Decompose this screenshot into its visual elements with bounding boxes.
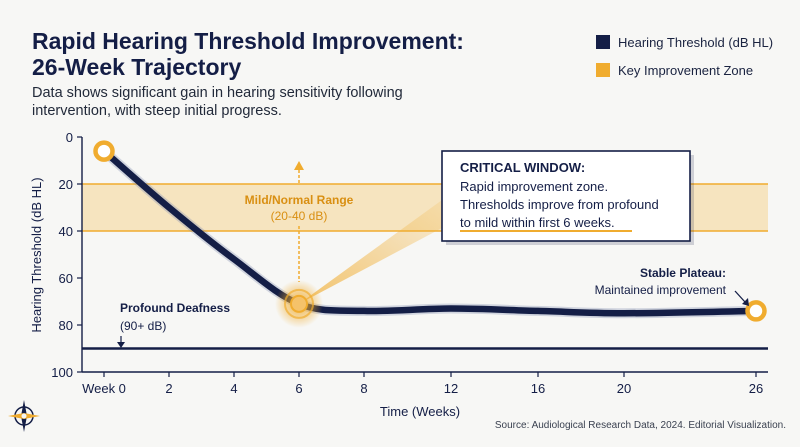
- profound-title: Profound Deafness: [120, 301, 230, 315]
- x-tick-label: Week 0: [82, 381, 126, 396]
- subtitle-line-2: intervention, with steep initial progres…: [32, 103, 282, 119]
- subtitle-line-1: Data shows significant gain in hearing s…: [32, 85, 403, 101]
- x-tick-label: 6: [295, 381, 302, 396]
- x-tick-label: 16: [531, 381, 545, 396]
- compass-logo-icon: [8, 400, 40, 432]
- plateau-subtitle: Maintained improvement: [595, 283, 727, 297]
- y-tick-label: 80: [59, 318, 73, 333]
- chart-title-line-1: Rapid Hearing Threshold Improvement:: [32, 28, 464, 54]
- critical-title: CRITICAL WINDOW:: [460, 160, 585, 175]
- critical-line-3: to mild within first 6 weeks.: [460, 215, 615, 230]
- legend-swatch-improvement-zone: [596, 63, 610, 77]
- chart-title: Rapid Hearing Threshold Improvement: 26-…: [32, 28, 512, 80]
- threshold-line: [100, 147, 760, 317]
- plateau-arrow-head: [742, 298, 749, 306]
- mild-range-title: Mild/Normal Range: [245, 193, 354, 207]
- critical-line-2: Thresholds improve from profound: [460, 197, 659, 212]
- legend-item-threshold: Hearing Threshold (dB HL): [596, 34, 773, 50]
- y-axis-label: Hearing Threshold (dB HL): [29, 177, 44, 332]
- mild-range-annotation: Mild/Normal Range (20-40 dB): [245, 161, 354, 223]
- plateau-title: Stable Plateau:: [640, 266, 726, 280]
- plateau-arrow: [734, 290, 746, 303]
- week-26-point: [745, 300, 767, 322]
- critical-box: [441, 150, 691, 242]
- x-tick-label: 26: [749, 381, 763, 396]
- critical-window-callout: CRITICAL WINDOW: Rapid improvement zone.…: [441, 150, 694, 245]
- y-tick-label: 40: [59, 224, 73, 239]
- source-note: Source: Audiological Research Data, 2024…: [494, 420, 786, 431]
- profound-arrow-head: [117, 342, 125, 348]
- critical-window-beam: [299, 200, 442, 304]
- x-axis-label: Time (Weeks): [380, 404, 460, 419]
- chart-title-line-2: 26-Week Trajectory: [32, 54, 242, 80]
- x-tick-label: 12: [444, 381, 458, 396]
- legend-item-improvement-zone: Key Improvement Zone: [596, 62, 773, 78]
- legend-label-threshold: Hearing Threshold (dB HL): [618, 34, 774, 50]
- y-tick-label: 60: [59, 271, 73, 286]
- legend-swatch-threshold: [596, 35, 610, 49]
- y-tick-label: 20: [59, 177, 73, 192]
- mild-range-arrow-head: [294, 161, 304, 170]
- profound-annotation: Profound Deafness (90+ dB): [117, 301, 230, 348]
- week-6-ring: [284, 288, 314, 319]
- week-6-point: [290, 294, 308, 313]
- x-tick-label: 20: [617, 381, 631, 396]
- y-tick-label: 0: [66, 130, 73, 145]
- week-0-point: [93, 140, 115, 162]
- mild-range-subtitle: (20-40 dB): [271, 209, 328, 223]
- chart-legend: Hearing Threshold (dB HL) Key Improvemen…: [596, 34, 773, 90]
- profound-subtitle: (90+ dB): [120, 319, 166, 333]
- y-tick-label: 100: [51, 365, 73, 380]
- plateau-annotation: Stable Plateau: Maintained improvement: [595, 266, 749, 306]
- legend-label-improvement-zone: Key Improvement Zone: [618, 62, 754, 78]
- x-tick-label: 4: [230, 381, 237, 396]
- chart-subtitle: Data shows significant gain in hearing s…: [32, 84, 452, 120]
- critical-line-1: Rapid improvement zone.: [460, 179, 608, 194]
- x-tick-label: 8: [360, 381, 367, 396]
- x-tick-label: 2: [165, 381, 172, 396]
